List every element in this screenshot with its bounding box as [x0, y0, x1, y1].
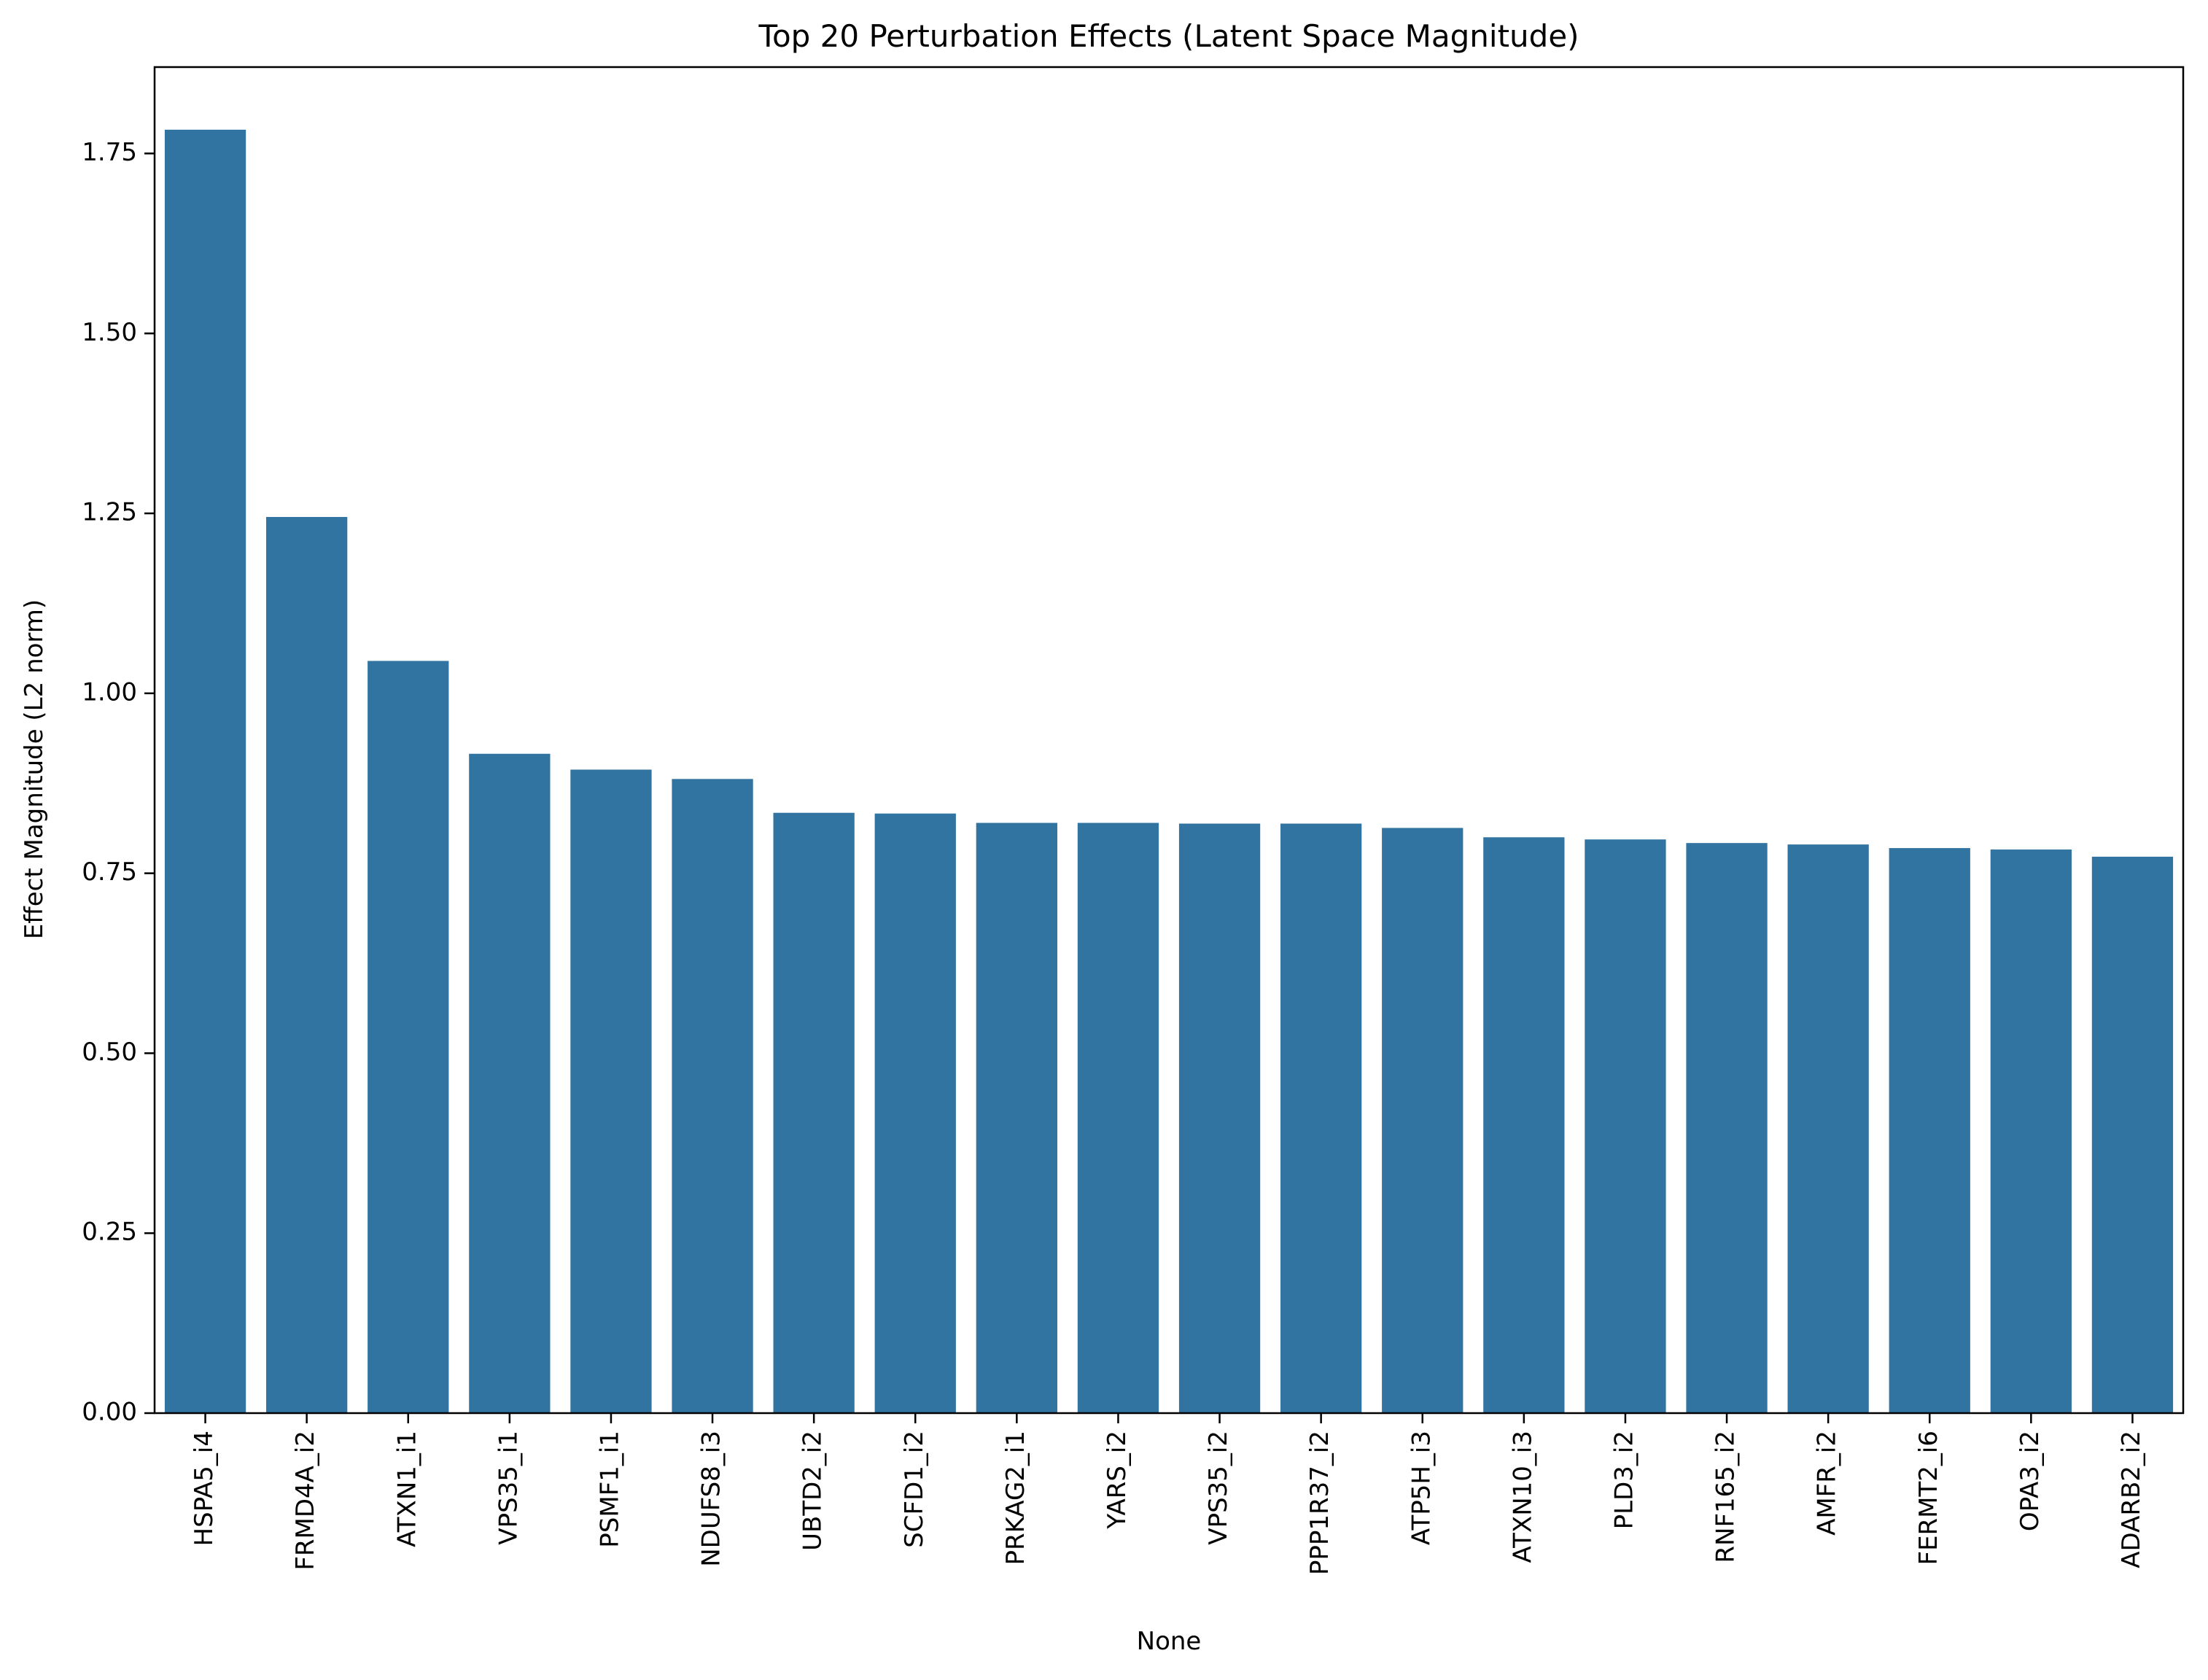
x-tick-label: UBTD2_i2 — [798, 1431, 828, 1551]
bar-yars-i2 — [1077, 822, 1159, 1413]
x-tick-label: ATXN1_i1 — [392, 1431, 421, 1547]
x-tick-label: VPS35_i2 — [1204, 1431, 1233, 1545]
x-tick-label: VPS35_i1 — [494, 1431, 523, 1545]
x-tick-label: ATXN10_i3 — [1508, 1431, 1537, 1563]
x-tick-label: FRMD4A_i2 — [291, 1431, 320, 1571]
x-tick-label: SCFD1_i2 — [900, 1431, 929, 1548]
bar-atxn1-i1 — [368, 661, 449, 1414]
x-tick-label: AMFR_i2 — [1813, 1431, 1842, 1536]
y-axis-label: Effect Magnitude (L2 norm) — [20, 599, 49, 939]
bar-fermt2-i6 — [1889, 848, 1970, 1413]
bar-adarb2-i2 — [2091, 856, 2174, 1413]
bar-ndufs8-i3 — [672, 779, 753, 1413]
bar-opa3-i2 — [1990, 849, 2072, 1413]
x-tick-label: RNF165_i2 — [1711, 1431, 1741, 1563]
y-tick-label: 0.00 — [82, 1398, 137, 1427]
bar-vps35-i2 — [1178, 823, 1261, 1413]
y-tick-label: 1.50 — [82, 318, 137, 347]
x-tick-label: PRKAG2_i1 — [1001, 1431, 1030, 1566]
x-tick-label: ATP5H_i3 — [1407, 1431, 1436, 1545]
x-tick-label: HSPA5_i4 — [190, 1431, 219, 1546]
x-tick-label: PSMF1_i1 — [595, 1431, 624, 1548]
bar-prkag2-i1 — [976, 822, 1057, 1413]
x-tick-label: FERMT2_i6 — [1914, 1431, 1943, 1565]
x-tick-label: YARS_i2 — [1103, 1431, 1132, 1530]
bar-rnf165-i2 — [1686, 843, 1768, 1413]
x-axis-label: None — [1137, 1627, 1202, 1656]
bars-layer — [164, 129, 2174, 1414]
y-tick-label: 1.75 — [82, 138, 137, 167]
y-tick-label: 0.50 — [82, 1038, 137, 1067]
y-tick-label: 0.75 — [82, 858, 137, 887]
bar-ubtd2-i2 — [773, 812, 855, 1413]
bar-amfr-i2 — [1787, 844, 1869, 1413]
bar-hspa5-i4 — [164, 129, 246, 1413]
x-tick-label: PPP1R37_i2 — [1305, 1431, 1334, 1575]
bar-atp5h-i3 — [1382, 828, 1463, 1413]
bar-vps35-i1 — [469, 753, 551, 1413]
x-tick-label: OPA3_i2 — [2015, 1431, 2045, 1531]
x-tick-label: PLD3_i2 — [1609, 1431, 1638, 1529]
bar-scfd1-i2 — [874, 813, 956, 1413]
y-tick-label: 1.25 — [82, 498, 137, 527]
bar-atxn10-i3 — [1483, 837, 1565, 1413]
bar-frmd4a-i2 — [266, 516, 348, 1413]
bar-ppp1r37-i2 — [1280, 823, 1362, 1413]
plot-frame — [153, 66, 2185, 1415]
x-tick-label: ADARB2_i2 — [2117, 1431, 2146, 1568]
bar-psmf1-i1 — [570, 769, 652, 1413]
bar-pld3-i2 — [1585, 839, 1666, 1413]
y-tick-label: 0.25 — [82, 1218, 137, 1247]
x-tick-label: NDUFS8_i3 — [697, 1431, 726, 1567]
chart-title: Top 20 Perturbation Effects (Latent Spac… — [758, 18, 1579, 54]
y-ticks-layer: 0.00 0.25 0.50 0.75 1.00 1.25 1.50 1.75 — [82, 138, 155, 1427]
y-tick-label: 1.00 — [82, 677, 137, 707]
x-ticks-layer: HSPA5_i4 FRMD4A_i2 ATXN1_i1 VPS35_i1 PSMF1_i… — [190, 1413, 2146, 1575]
